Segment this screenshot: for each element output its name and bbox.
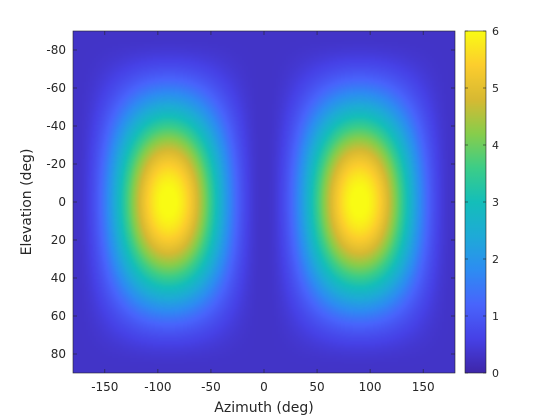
x-tick-label: 150 bbox=[412, 380, 435, 394]
y-tick-label: 80 bbox=[51, 347, 66, 361]
x-axis-ticks: -150 -100 -50 0 50 100 150 bbox=[91, 31, 435, 394]
colorbar-tick-label: 6 bbox=[492, 25, 499, 38]
x-tick-label: -50 bbox=[201, 380, 221, 394]
y-tick-label: 40 bbox=[51, 271, 66, 285]
y-axis-ticks: -80 -60 -40 -20 0 20 40 60 80 bbox=[46, 43, 455, 361]
x-tick-label: -100 bbox=[144, 380, 171, 394]
colorbar-tick-label: 3 bbox=[492, 196, 499, 209]
y-tick-label: -40 bbox=[46, 119, 66, 133]
colorbar-gradient bbox=[465, 31, 486, 373]
y-tick-label: -80 bbox=[46, 43, 66, 57]
y-tick-label: 0 bbox=[58, 195, 66, 209]
colorbar: 0 1 2 3 4 5 6 bbox=[464, 25, 499, 380]
x-tick-label: 0 bbox=[260, 380, 268, 394]
colorbar-tick-label: 1 bbox=[492, 310, 499, 323]
y-tick-label: 20 bbox=[51, 233, 66, 247]
x-tick-label: -150 bbox=[91, 380, 118, 394]
y-axis-label: Elevation (deg) bbox=[19, 149, 35, 256]
y-tick-label: -60 bbox=[46, 81, 66, 95]
colorbar-ticks: 0 1 2 3 4 5 6 bbox=[465, 25, 499, 380]
y-tick-label: -20 bbox=[46, 157, 66, 171]
plot-area bbox=[72, 30, 456, 374]
colorbar-tick-label: 0 bbox=[492, 367, 499, 380]
x-tick-label: 50 bbox=[309, 380, 324, 394]
colorbar-tick-label: 4 bbox=[492, 139, 499, 152]
x-tick-label: 100 bbox=[359, 380, 382, 394]
colorbar-tick-label: 5 bbox=[492, 82, 499, 95]
y-tick-label: 60 bbox=[51, 309, 66, 323]
heatmap-image bbox=[73, 31, 455, 373]
colorbar-tick-label: 2 bbox=[492, 253, 499, 266]
x-axis-label: Azimuth (deg) bbox=[214, 400, 313, 416]
